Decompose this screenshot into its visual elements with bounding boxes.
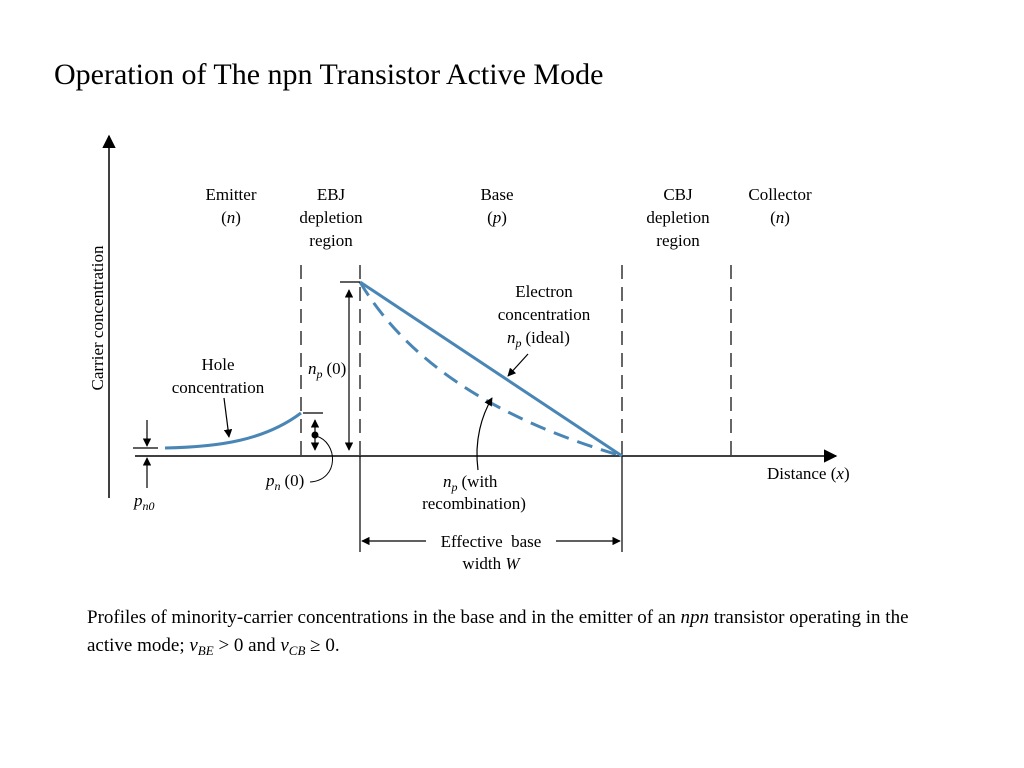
pn0-leader [309, 435, 333, 483]
electron-recombination-curve [358, 281, 623, 458]
region-collector: Collector (n) [748, 185, 812, 227]
svg-text:Base: Base [480, 185, 513, 204]
svg-text:depletion: depletion [299, 208, 363, 227]
y-axis-label: Carrier concentration [88, 245, 107, 390]
width-label: Effective base [441, 532, 542, 551]
hole-label-2: concentration [172, 378, 265, 397]
svg-text:Emitter: Emitter [206, 185, 257, 204]
np-recomb-label: np (with [443, 472, 498, 494]
width-label-2: width W [462, 554, 521, 573]
boundary-lines [300, 265, 732, 456]
svg-text:(n): (n) [221, 208, 241, 227]
x-axis-label: Distance (x) [767, 464, 850, 483]
electron-label-2: concentration [498, 305, 591, 324]
electron-ideal-line [359, 280, 623, 458]
slide-title: Operation of The npn Transistor Active M… [54, 58, 604, 91]
electron-label: Electron [515, 282, 573, 301]
region-base: Base (p) [480, 185, 513, 227]
svg-text:(p): (p) [487, 208, 507, 227]
np-ideal-label: np (ideal) [507, 328, 570, 350]
hole-label: Hole [201, 355, 234, 374]
region-ebj: EBJ depletion region [299, 185, 363, 250]
np0-label: np (0) [308, 359, 346, 381]
electron-pointer [507, 353, 529, 377]
svg-text:EBJ: EBJ [317, 185, 346, 204]
svg-text:CBJ: CBJ [663, 185, 693, 204]
svg-text:region: region [656, 231, 700, 250]
hole-concentration-curve [164, 411, 302, 450]
svg-text:region: region [309, 231, 353, 250]
svg-text:depletion: depletion [646, 208, 710, 227]
region-cbj: CBJ depletion region [646, 185, 710, 250]
svg-text:(n): (n) [770, 208, 790, 227]
hole-pointer [223, 397, 233, 438]
recomb-pointer [476, 397, 493, 471]
figure-caption: Profiles of minority-carrier concentrati… [87, 607, 909, 658]
pn0-dot [311, 431, 319, 439]
svg-text:Collector: Collector [748, 185, 812, 204]
transistor-diagram: Carrier concentration Distance (x) Emitt… [88, 134, 850, 573]
pn0-label: pn (0) [265, 471, 304, 493]
np-recomb-label-2: recombination) [422, 494, 526, 513]
pno-label: pn0 [133, 491, 155, 513]
region-emitter: Emitter (n) [206, 185, 257, 227]
